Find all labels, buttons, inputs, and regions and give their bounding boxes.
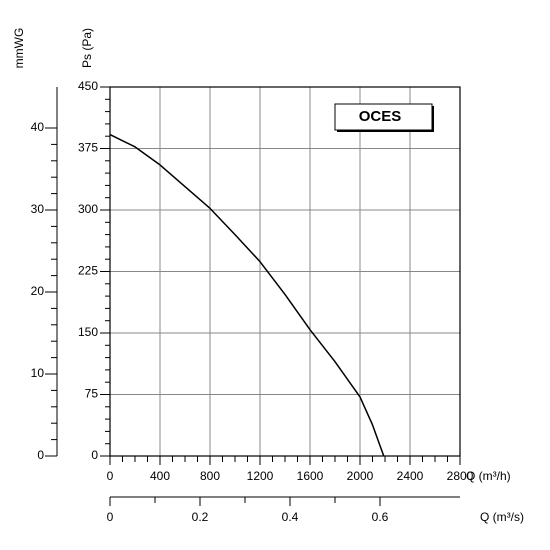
y2-tick-label: 0	[37, 448, 44, 462]
y2-tick-label: 40	[31, 120, 45, 134]
y-tick-label: 150	[78, 325, 98, 339]
y2-tick-label: 10	[31, 366, 45, 380]
legend-label: OCES	[359, 108, 402, 125]
x2-tick-label: 0	[107, 510, 114, 524]
y2-tick-label: 20	[31, 284, 45, 298]
x2-tick-label: 0.2	[192, 510, 209, 524]
x-tick-label: 2800	[447, 469, 474, 483]
y-axis-label: Ps (Pa)	[80, 28, 94, 68]
legend-box	[334, 103, 433, 131]
y-tick-label: 450	[78, 79, 98, 93]
x2-axis-label: Q (m³/s)	[480, 510, 524, 524]
y-tick-label: 75	[85, 387, 99, 401]
y-tick-label: 300	[78, 202, 98, 216]
x-tick-label: 0	[107, 469, 114, 483]
x-tick-label: 2000	[347, 469, 374, 483]
x2-tick-label: 0.6	[372, 510, 389, 524]
y-tick-label: 0	[91, 448, 98, 462]
y-tick-label: 225	[78, 264, 98, 278]
x2-tick-label: 0.4	[282, 510, 299, 524]
x-tick-label: 400	[150, 469, 170, 483]
y2-tick-label: 30	[31, 202, 45, 216]
y-tick-label: 375	[78, 141, 98, 155]
x-tick-label: 2400	[397, 469, 424, 483]
x-tick-label: 1600	[297, 469, 324, 483]
x-axis-label: Q (m³/h)	[466, 469, 511, 483]
x-tick-label: 800	[200, 469, 220, 483]
y2-axis-label: mmWG	[12, 28, 26, 69]
x-tick-label: 1200	[247, 469, 274, 483]
curve	[109, 133, 385, 457]
plot-frame	[109, 86, 461, 457]
